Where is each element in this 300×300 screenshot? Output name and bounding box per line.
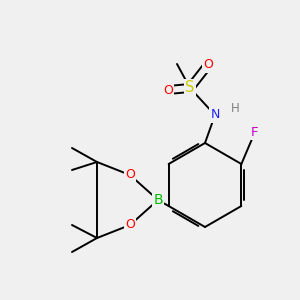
Text: O: O	[125, 218, 135, 232]
Text: N: N	[210, 109, 220, 122]
Text: S: S	[185, 80, 195, 95]
Text: H: H	[231, 101, 239, 115]
Text: O: O	[203, 58, 213, 71]
Text: F: F	[251, 125, 259, 139]
Text: O: O	[125, 169, 135, 182]
Text: B: B	[153, 193, 163, 207]
Text: O: O	[163, 83, 173, 97]
